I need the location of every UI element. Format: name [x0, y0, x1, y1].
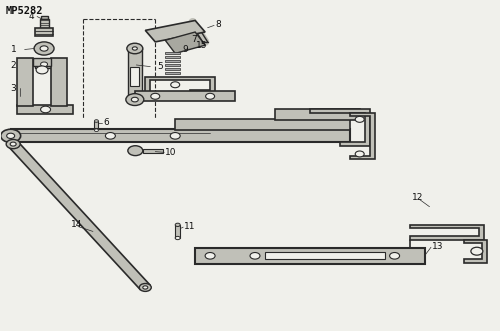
Circle shape: [94, 120, 98, 122]
Circle shape: [355, 117, 364, 122]
Bar: [165, 71, 180, 74]
Polygon shape: [146, 21, 205, 42]
Polygon shape: [165, 32, 205, 53]
Polygon shape: [146, 76, 215, 93]
Bar: [130, 67, 140, 86]
Text: 9: 9: [182, 45, 188, 54]
Circle shape: [205, 253, 215, 259]
Circle shape: [128, 146, 143, 156]
Bar: [128, 48, 142, 95]
Circle shape: [206, 93, 214, 99]
Circle shape: [175, 223, 180, 226]
Bar: [165, 56, 180, 58]
Circle shape: [151, 93, 160, 99]
Polygon shape: [410, 225, 484, 240]
Circle shape: [10, 142, 16, 146]
Bar: [33, 58, 50, 66]
Bar: [265, 252, 384, 259]
Polygon shape: [50, 58, 66, 106]
Circle shape: [40, 106, 50, 113]
Polygon shape: [195, 248, 424, 264]
Circle shape: [471, 247, 483, 255]
Bar: [40, 20, 48, 28]
Text: 7: 7: [191, 35, 197, 44]
Text: 6: 6: [103, 118, 108, 127]
Circle shape: [140, 283, 151, 291]
Text: MP5282: MP5282: [6, 6, 43, 16]
Circle shape: [132, 97, 138, 102]
Text: 12: 12: [412, 193, 424, 202]
Bar: [94, 121, 98, 130]
Text: 8: 8: [215, 20, 221, 29]
Bar: [175, 225, 180, 238]
Polygon shape: [464, 240, 487, 263]
Text: 11: 11: [184, 222, 196, 231]
Text: 15: 15: [196, 41, 207, 50]
Bar: [35, 61, 53, 68]
Circle shape: [6, 133, 14, 138]
Circle shape: [132, 47, 138, 50]
Polygon shape: [17, 105, 73, 115]
Circle shape: [94, 129, 98, 131]
Bar: [143, 149, 163, 153]
Bar: [175, 119, 350, 130]
Circle shape: [127, 43, 143, 54]
Text: 14: 14: [70, 220, 82, 229]
Circle shape: [0, 129, 20, 142]
Circle shape: [250, 253, 260, 259]
Bar: [165, 52, 180, 54]
Polygon shape: [8, 142, 150, 290]
Circle shape: [126, 94, 144, 106]
Polygon shape: [10, 129, 349, 142]
Bar: [136, 91, 235, 101]
Circle shape: [40, 46, 48, 51]
Circle shape: [6, 139, 20, 149]
Circle shape: [106, 132, 116, 139]
Circle shape: [355, 151, 364, 157]
Text: 3: 3: [10, 83, 16, 93]
Circle shape: [36, 66, 48, 74]
Polygon shape: [310, 110, 370, 146]
Text: 1: 1: [10, 45, 16, 54]
Bar: [165, 64, 180, 66]
Circle shape: [175, 236, 180, 240]
Circle shape: [40, 62, 48, 67]
Circle shape: [390, 253, 400, 259]
Text: 4: 4: [28, 12, 34, 21]
Polygon shape: [35, 28, 53, 36]
Bar: [275, 110, 359, 120]
Circle shape: [34, 42, 54, 55]
Text: 13: 13: [432, 242, 444, 251]
Text: 5: 5: [158, 62, 164, 71]
Circle shape: [170, 132, 180, 139]
Bar: [165, 68, 180, 70]
Bar: [165, 60, 180, 62]
Text: 2: 2: [10, 62, 16, 71]
Circle shape: [143, 286, 148, 289]
Bar: [40, 16, 48, 20]
Polygon shape: [17, 58, 33, 106]
Text: 10: 10: [165, 149, 176, 158]
Polygon shape: [350, 113, 374, 159]
Circle shape: [170, 82, 179, 88]
